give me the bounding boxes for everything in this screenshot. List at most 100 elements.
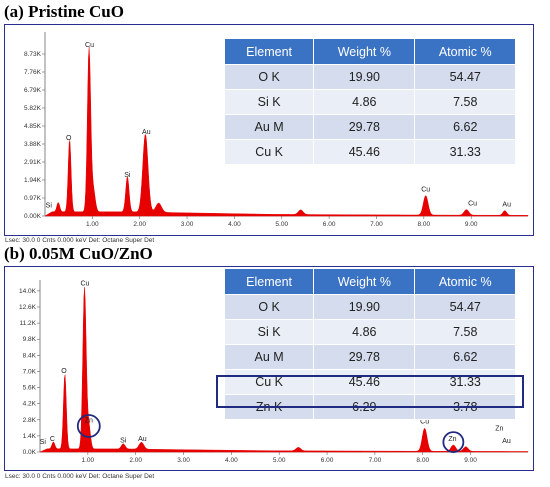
table-cell: Si K [223, 89, 315, 115]
panel-b-peak-label: O [61, 368, 67, 375]
panel-a-x-tick-label: 6.00 [323, 221, 336, 228]
panel-b-peak-label: Si [40, 439, 47, 446]
table-cell: 29.78 [313, 114, 416, 140]
panel-b-y-tick-label: 2.8K [23, 417, 37, 424]
panel-b-x-tick-label: 2.00 [129, 457, 142, 464]
panel-b-x-tick-label: 5.00 [273, 457, 286, 464]
panel-a-peak-label: Si [46, 203, 53, 210]
panel-b-y-tick-label: 5.6K [23, 385, 37, 392]
table-cell: 7.58 [414, 89, 516, 115]
panel-b-peak-label: Zn [85, 417, 93, 424]
panel-a-peak-label: Cu [421, 187, 430, 194]
table-row: Cu K 45.46 31.33 [223, 139, 516, 165]
panel-b-x-tick-label: 1.00 [82, 457, 95, 464]
panel-b-name: 0.05M CuO/ZnO [29, 244, 153, 263]
panel-a-composition-table: Element Weight % Atomic % O K 19.90 54.4… [223, 38, 516, 165]
panel-a-peak-label: Au [142, 129, 151, 136]
panel-b-label: (b) [4, 244, 25, 263]
panel-a-label: (a) [4, 2, 24, 21]
panel-a-x-tick-label: 4.00 [228, 221, 241, 228]
panel-b-y-tick-label: 8.4K [23, 352, 37, 359]
table-b-header-weight: Weight % [313, 268, 416, 295]
panel-a-peak-label: Si [124, 172, 131, 179]
panel-a-x-tick-label: 7.00 [370, 221, 383, 228]
panel-b-x-tick-label: 8.00 [416, 457, 429, 464]
table-cell: 19.90 [313, 64, 416, 90]
table-cell: Au M [223, 344, 315, 370]
panel-b-composition-table: Element Weight % Atomic % O K 19.90 54.4… [223, 268, 516, 420]
panel-a-y-tick-label: 0.97K [24, 195, 42, 202]
panel-b-peak-label: Zn [448, 436, 456, 443]
panel-b-y-tick-label: 4.2K [23, 401, 37, 408]
panel-b-x-tick-label: 6.00 [321, 457, 334, 464]
table-row: Cu K 45.46 31.33 [223, 369, 516, 395]
panel-a-spectrum-area [44, 46, 529, 217]
table-b-header-atomic: Atomic % [414, 268, 516, 295]
panel-b-peak-label: C [50, 436, 55, 443]
panel-a-y-tick-label: 2.91K [24, 159, 42, 166]
panel-a-x-tick-label: 9.00 [465, 221, 478, 228]
table-cell: Au M [223, 114, 315, 140]
panel-a-y-tick-label: 3.88K [24, 141, 42, 148]
panel-b-peak-label: Cu [80, 280, 89, 287]
panel-a-y-tick-label: 0.00K [24, 213, 42, 220]
panel-b-zn-peak-circle [442, 431, 465, 453]
table-b-header-element: Element [223, 268, 315, 295]
panel-a-y-tick-label: 6.79K [24, 87, 42, 94]
table-cell: Cu K [223, 369, 315, 395]
zn-row-highlight-box [216, 375, 524, 408]
panel-a-x-tick-label: 2.00 [133, 221, 146, 228]
panel-a-x-tick-label: 8.00 [417, 221, 430, 228]
table-cell: 6.62 [414, 344, 516, 370]
panel-b-footer: Lsec: 30.0 0 Cnts 0.000 keV Det: Octane … [5, 473, 155, 480]
table-cell: 19.90 [313, 294, 416, 320]
table-row: O K 19.90 54.47 [223, 294, 516, 320]
panel-b-x-tick-label: 3.00 [177, 457, 190, 464]
panel-b-y-tick-label: 14.0K [19, 288, 37, 295]
table-cell: 54.47 [414, 294, 516, 320]
panel-b-y-tick-label: 0.0K [23, 449, 37, 456]
table-a-header-weight: Weight % [313, 38, 416, 65]
table-cell: Si K [223, 319, 315, 345]
panel-a-title: (a) Pristine CuO [4, 2, 124, 22]
table-row: Si K 4.86 7.58 [223, 319, 516, 345]
table-a-header-element: Element [223, 38, 315, 65]
table-cell: 7.58 [414, 319, 516, 345]
panel-a-name: Pristine CuO [28, 2, 124, 21]
panel-b-x-tick-label: 4.00 [225, 457, 238, 464]
panel-b-peak-label: Cu [420, 419, 429, 426]
table-cell: Cu K [223, 139, 315, 165]
table-cell: 4.86 [313, 89, 416, 115]
table-cell: 4.86 [313, 319, 416, 345]
panel-a-y-tick-label: 1.94K [24, 177, 42, 184]
panel-b-peak-label: Si [120, 438, 127, 445]
table-cell: 45.46 [313, 369, 416, 395]
panel-a-peak-label: Cu [468, 201, 477, 208]
panel-b-y-tick-label: 9.8K [23, 336, 37, 343]
panel-b-y-tick-label: 1.4K [23, 433, 37, 440]
panel-b-title: (b) 0.05M CuO/ZnO [4, 244, 153, 264]
panel-a-y-tick-label: 8.73K [24, 51, 42, 58]
table-cell: 31.33 [414, 369, 516, 395]
table-cell: O K [223, 294, 315, 320]
panel-b-y-tick-label: 11.2K [19, 320, 36, 327]
table-cell: 31.33 [414, 139, 516, 165]
panel-a-x-tick-label: 3.00 [181, 221, 194, 228]
panel-a-y-tick-label: 5.82K [24, 105, 42, 112]
panel-a-x-tick-label: 5.00 [275, 221, 288, 228]
panel-b-y-tick-label: 12.6K [19, 304, 37, 311]
panel-b-peak-label: Au [502, 438, 511, 445]
panel-b-x-tick-label: 7.00 [369, 457, 382, 464]
panel-b-peak-label: Zn [495, 425, 503, 432]
panel-a-footer: Lsec: 30.0 0 Cnts 0.000 keV Det: Octane … [5, 237, 155, 244]
panel-b-peak-label: Au [138, 436, 147, 443]
panel-a-y-tick-label: 4.85K [24, 123, 42, 130]
panel-a-peak-label: Au [502, 202, 511, 209]
panel-a-x-tick-label: 1.00 [86, 221, 99, 228]
table-cell: 54.47 [414, 64, 516, 90]
panel-b-zn-peak-circle [76, 414, 101, 438]
panel-a-y-tick-label: 7.76K [24, 69, 42, 76]
panel-b-y-tick-label: 7.0K [23, 368, 37, 375]
panel-a-peak-label: Cu [85, 42, 94, 49]
